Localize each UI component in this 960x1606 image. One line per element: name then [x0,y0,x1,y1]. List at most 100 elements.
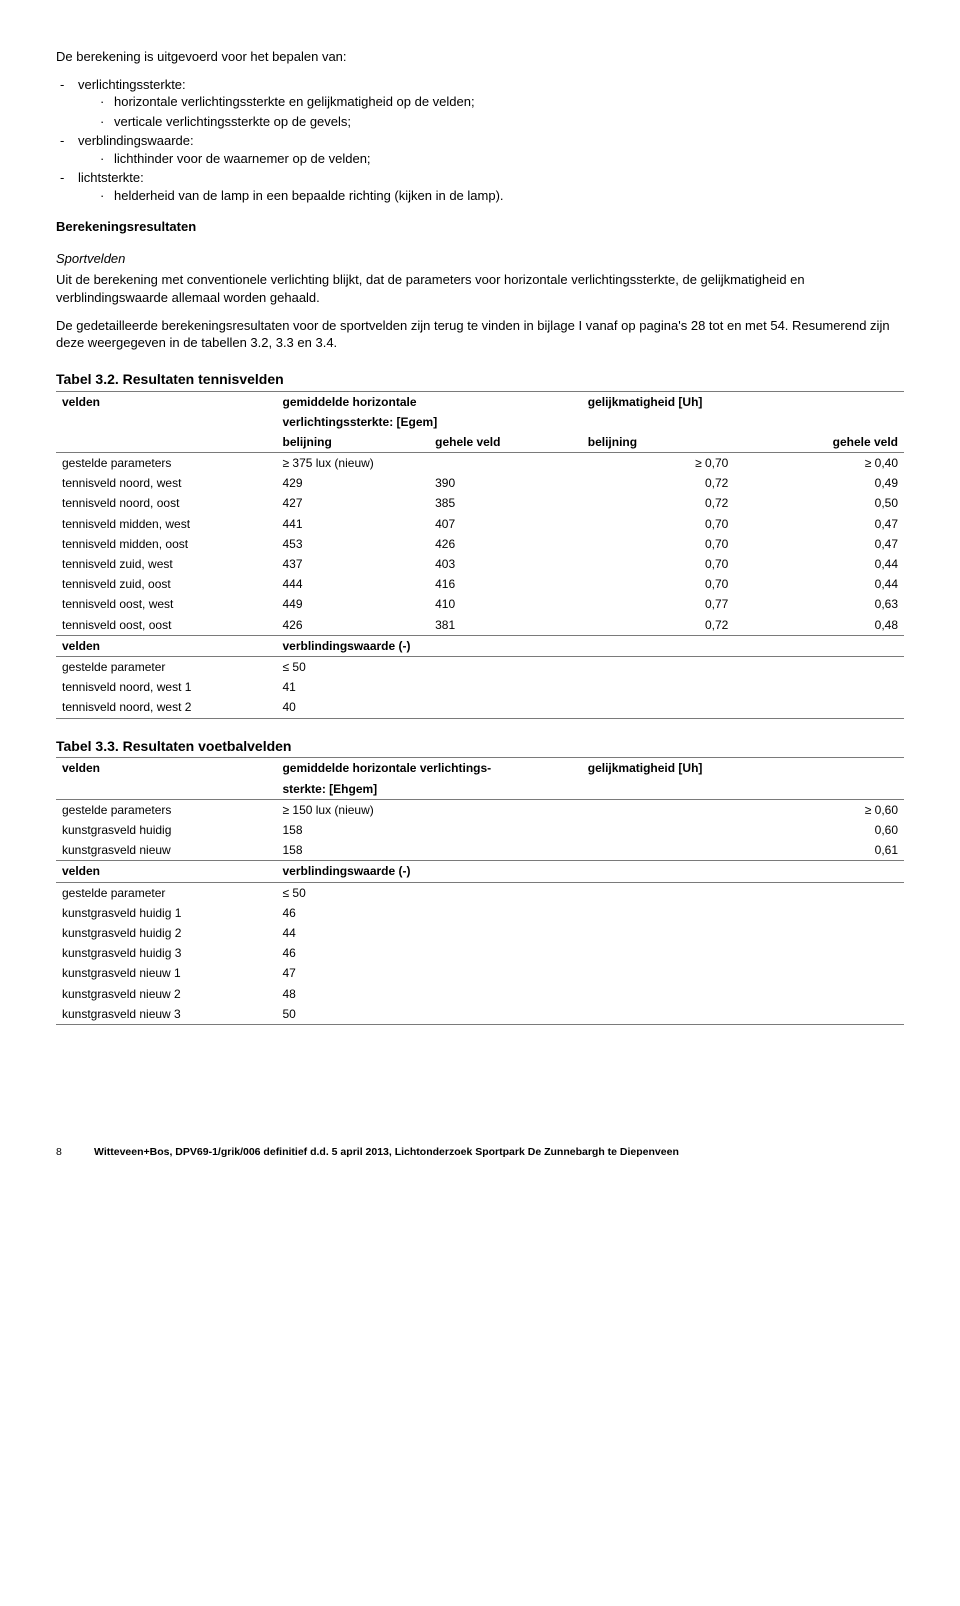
cell-val: 426 [276,615,429,636]
table-row: tennisveld noord, west4293900,720,49 [56,473,904,493]
table32: velden gemiddelde horizontale gelijkmati… [56,391,904,719]
cell-val: 381 [429,615,582,636]
cell-val [429,453,582,474]
th-velden: velden [56,391,276,412]
cell-val: 407 [429,514,582,534]
cell-val: 0,70 [582,514,735,534]
th-geheleveld: gehele veld [429,432,582,453]
cell-name: tennisveld noord, oost [56,493,276,513]
cell-name: tennisveld oost, oost [56,615,276,636]
cell-val: 0,63 [734,594,904,614]
table-row: tennisveld zuid, oost4444160,700,44 [56,574,904,594]
page-number: 8 [56,1145,86,1159]
intro-subitem: verticale verlichtingssterkte op de geve… [100,113,904,131]
th-gelijk: gelijkmatigheid [Uh] [582,758,904,779]
intro-item-label: verlichtingssterkte: [78,77,186,92]
cell-val: ≥ 0,40 [734,453,904,474]
cell-val: 47 [276,963,904,983]
cell-name: tennisveld noord, west 1 [56,677,276,697]
th-gem: gemiddelde horizontale [276,391,581,412]
table-row: tennisveld midden, oost4534260,700,47 [56,534,904,554]
results-heading: Berekeningsresultaten [56,218,904,236]
table-row: kunstgrasveld nieuw 350 [56,1004,904,1025]
page-footer: 8 Witteveen+Bos, DPV69-1/grik/006 defini… [56,1145,904,1159]
cell-val: 0,49 [734,473,904,493]
table-row: kunstgrasveld huidig 146 [56,903,904,923]
cell-name: tennisveld oost, west [56,594,276,614]
cell-name: tennisveld zuid, oost [56,574,276,594]
table-row: tennisveld noord, west 141 [56,677,904,697]
th-belijning: belijning [582,432,735,453]
cell-val: 0,47 [734,534,904,554]
sportvelden-p1: Uit de berekening met conventionele verl… [56,271,904,306]
cell-val: 0,72 [582,493,735,513]
sportvelden-heading: Sportvelden [56,250,904,268]
th-velden2: velden [56,861,276,882]
cell-name: kunstgrasveld nieuw 1 [56,963,276,983]
cell-val: 0,60 [582,820,904,840]
th-gem: gemiddelde horizontale verlichtings- [276,758,581,779]
cell-val: 44 [276,923,904,943]
table-row: kunstgrasveld nieuw1580,61 [56,840,904,861]
cell-val: 416 [429,574,582,594]
cell-val: 41 [276,677,904,697]
sportvelden-p2: De gedetailleerde berekeningsresultaten … [56,317,904,352]
cell-val: 426 [429,534,582,554]
intro-item-label: lichtsterkte: [78,170,144,185]
cell-name: kunstgrasveld nieuw 3 [56,1004,276,1025]
th-geheleveld: gehele veld [734,432,904,453]
cell-val: 429 [276,473,429,493]
cell-val: ≤ 50 [276,656,904,677]
cell-val: ≤ 50 [276,882,904,903]
cell-name: gestelde parameters [56,453,276,474]
table-row: kunstgrasveld huidig 244 [56,923,904,943]
table-row: tennisveld noord, west 240 [56,697,904,718]
table-row: kunstgrasveld huidig 346 [56,943,904,963]
cell-val: 410 [429,594,582,614]
table-row: gestelde parameter≤ 50 [56,882,904,903]
intro-list: verlichtingssterkte: horizontale verlich… [56,76,904,205]
table-row: tennisveld oost, west4494100,770,63 [56,594,904,614]
cell-val: 444 [276,574,429,594]
cell-val: ≥ 150 lux (nieuw) [276,799,581,820]
cell-name: tennisveld noord, west [56,473,276,493]
intro-lead: De berekening is uitgevoerd voor het bep… [56,48,904,66]
cell-val: 427 [276,493,429,513]
table33: velden gemiddelde horizontale verlichtin… [56,757,904,1024]
cell-val: 0,70 [582,534,735,554]
cell-name: kunstgrasveld nieuw 2 [56,984,276,1004]
cell-name: tennisveld zuid, west [56,554,276,574]
intro-item-label: verblindingswaarde: [78,133,194,148]
th-velden: velden [56,758,276,779]
cell-val: 0,70 [582,554,735,574]
cell-val: 0,50 [734,493,904,513]
cell-val: ≥ 375 lux (nieuw) [276,453,429,474]
cell-name: gestelde parameter [56,656,276,677]
cell-name: tennisveld midden, oost [56,534,276,554]
cell-val: 40 [276,697,904,718]
cell-val: 441 [276,514,429,534]
th-velden2: velden [56,635,276,656]
table32-title: Tabel 3.2. Resultaten tennisvelden [56,370,904,389]
cell-val: 158 [276,820,581,840]
th-verbl: verblindingswaarde (-) [276,861,904,882]
cell-name: tennisveld midden, west [56,514,276,534]
table-row: tennisveld noord, oost4273850,720,50 [56,493,904,513]
cell-name: kunstgrasveld nieuw [56,840,276,861]
cell-val: 0,47 [734,514,904,534]
cell-val: ≥ 0,70 [582,453,735,474]
table-row: kunstgrasveld huidig1580,60 [56,820,904,840]
cell-val: 453 [276,534,429,554]
th-sterkte: verlichtingssterkte: [Egem] [276,412,581,432]
intro-subitem: lichthinder voor de waarnemer op de veld… [100,150,904,168]
th-belijning: belijning [276,432,429,453]
cell-name: kunstgrasveld huidig 1 [56,903,276,923]
cell-val: 158 [276,840,581,861]
cell-val: ≥ 0,60 [582,799,904,820]
table-row: kunstgrasveld nieuw 147 [56,963,904,983]
table-row: gestelde parameters≥ 375 lux (nieuw) ≥ 0,… [56,453,904,474]
cell-name: gestelde parameter [56,882,276,903]
cell-val: 0,61 [582,840,904,861]
th-sterkte: sterkte: [Ehgem] [276,779,581,800]
cell-val: 46 [276,903,904,923]
